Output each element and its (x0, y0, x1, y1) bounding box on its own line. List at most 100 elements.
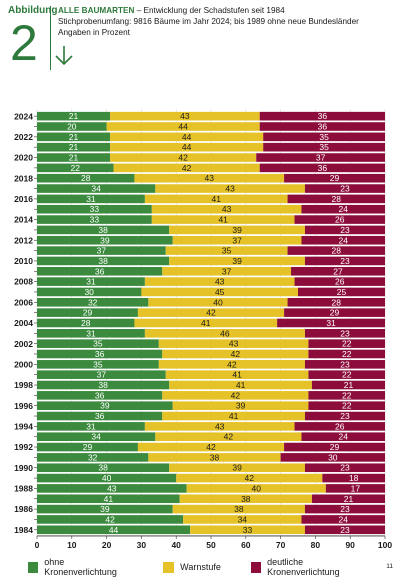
y-tick-label: 1988 (14, 484, 33, 494)
legend-item-green: ohne Kronenverlichtung (28, 557, 133, 577)
bar-value-label: 38 (234, 504, 244, 514)
bar-segment (37, 504, 173, 514)
bar-segment (110, 111, 260, 121)
bar-segment (304, 256, 385, 266)
bar-segment (37, 484, 187, 493)
bar-segment (37, 308, 138, 317)
bar-value-label: 31 (86, 194, 96, 204)
legend-item-red: deutliche Kronenverlichtung (250, 557, 371, 577)
bar-segment (294, 215, 385, 224)
y-tick-label: 2016 (14, 194, 33, 204)
bar-segment (37, 184, 156, 193)
bar-segment (37, 370, 166, 379)
legend-label-red: deutliche Kronenverlichtung (267, 557, 340, 577)
bar-segment (165, 246, 288, 255)
bar-value-label: 37 (232, 235, 242, 245)
bar-value-label: 37 (222, 266, 232, 276)
bar-segment (37, 401, 173, 410)
bar-value-label: 21 (344, 380, 354, 390)
bar-value-label: 34 (238, 514, 248, 524)
bar-segment (259, 111, 385, 121)
chart-legend: ohne Kronenverlichtung Warnstufe deutlic… (28, 557, 401, 577)
bar-value-label: 37 (97, 246, 107, 256)
bar-segment (169, 225, 305, 235)
bar-segment (298, 287, 385, 297)
x-tick-label: 80 (311, 540, 321, 548)
bar-segment (301, 432, 385, 442)
bar-value-label: 22 (342, 401, 352, 411)
bar-value-label: 20 (67, 122, 77, 132)
y-tick-label: 2004 (14, 318, 33, 328)
bar-value-label: 18 (349, 473, 359, 483)
x-tick-label: 50 (206, 540, 216, 548)
bar-value-label: 31 (86, 277, 96, 287)
bar-value-label: 29 (83, 308, 93, 318)
bar-value-label: 44 (182, 132, 192, 142)
bar-segment (37, 360, 159, 369)
bar-segment (37, 318, 135, 328)
bar-value-label: 36 (95, 266, 105, 276)
bar-value-label: 41 (201, 318, 211, 328)
bar-value-label: 27 (333, 266, 343, 276)
bar-value-label: 21 (69, 153, 79, 163)
x-tick-label: 70 (276, 540, 286, 548)
y-tick-label: 2012 (14, 235, 33, 245)
bar-segment (172, 235, 302, 245)
bar-value-label: 44 (182, 142, 192, 152)
bar-segment (172, 401, 309, 410)
bar-segment (37, 339, 159, 348)
bar-segment (37, 122, 107, 131)
bar-segment (308, 391, 385, 400)
bar-segment (169, 380, 312, 390)
bar-value-label: 42 (231, 390, 241, 400)
x-tick-label: 60 (241, 540, 251, 548)
bar-value-label: 42 (178, 153, 188, 163)
bar-value-label: 34 (91, 184, 101, 194)
bar-value-label: 24 (339, 432, 349, 442)
bar-value-label: 22 (342, 349, 352, 359)
bar-value-label: 42 (105, 514, 115, 524)
bar-segment (259, 163, 385, 173)
bar-segment (304, 525, 385, 535)
bar-value-label: 38 (210, 452, 220, 462)
bar-value-label: 42 (182, 163, 192, 173)
bar-segment (37, 380, 170, 390)
bar-segment (162, 411, 305, 421)
bar-segment (37, 153, 111, 162)
bar-segment (37, 473, 177, 483)
bar-segment (134, 173, 285, 183)
bar-value-label: 31 (86, 421, 96, 431)
bar-value-label: 28 (332, 194, 342, 204)
y-tick-label: 2010 (14, 256, 33, 266)
bar-segment (134, 318, 278, 328)
bar-value-label: 22 (71, 163, 81, 173)
bar-segment (37, 349, 163, 359)
bar-segment (322, 473, 385, 483)
y-tick-label: 1996 (14, 401, 33, 411)
bar-value-label: 37 (97, 370, 107, 380)
bar-segment (37, 256, 170, 266)
bar-segment (287, 246, 385, 255)
bar-value-label: 36 (318, 163, 328, 173)
bar-segment (110, 142, 264, 152)
bar-segment (304, 360, 385, 369)
bar-segment (301, 204, 385, 214)
bar-segment (259, 122, 385, 131)
bar-value-label: 41 (211, 194, 221, 204)
bar-segment (144, 194, 288, 204)
bar-segment (148, 297, 288, 307)
bar-segment (284, 442, 385, 452)
bar-segment (37, 297, 149, 307)
bar-segment (37, 225, 170, 235)
y-tick-label: 1998 (14, 380, 33, 390)
bar-value-label: 24 (339, 514, 349, 524)
bar-value-label: 23 (340, 525, 350, 535)
bar-segment (172, 504, 305, 514)
bar-value-label: 33 (90, 215, 100, 225)
bar-segment (155, 432, 302, 442)
legend-swatch-green (28, 561, 39, 573)
bar-value-label: 41 (229, 411, 239, 421)
title-rest: – Entwicklung der Schadstufen seit 1984 (134, 6, 285, 15)
bar-value-label: 39 (100, 235, 110, 245)
legend-label-yellow: Warnstufe (180, 562, 221, 572)
